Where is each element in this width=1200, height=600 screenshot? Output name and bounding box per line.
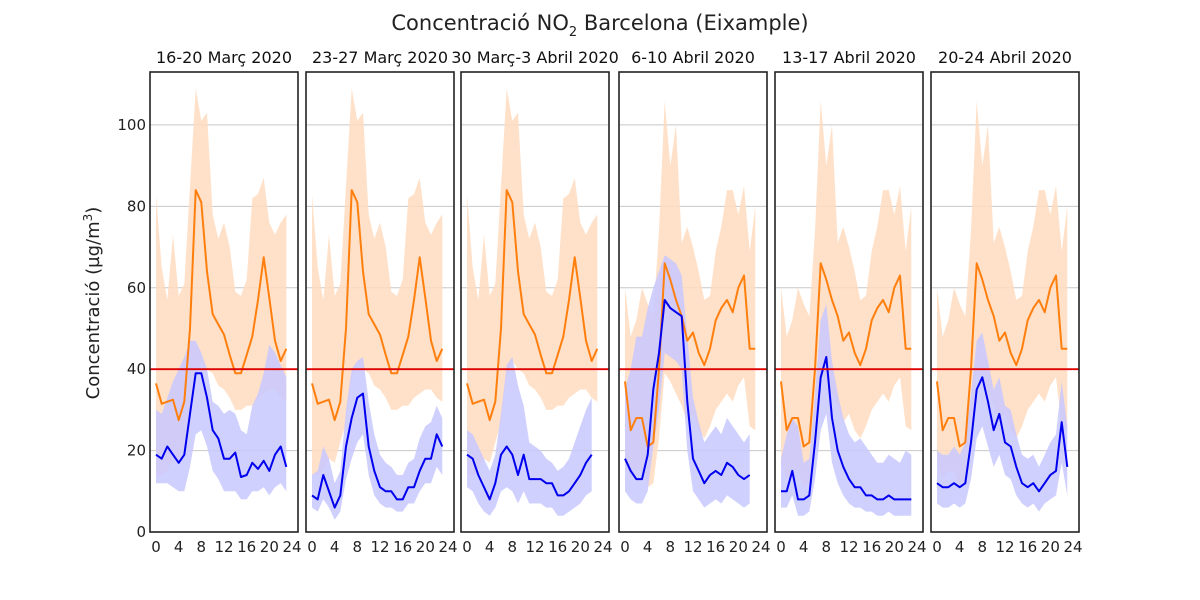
x-tick-label: 8: [666, 538, 676, 556]
reference-series-line: [624, 262, 756, 448]
current-range-band: [937, 332, 1068, 512]
x-tick-label: 0: [620, 538, 630, 556]
current-range-band: [625, 255, 750, 508]
x-tick-label: 20: [571, 538, 590, 556]
reference-series-line: [311, 189, 444, 422]
panel-plot-area: [775, 100, 923, 516]
x-tick-label: 12: [995, 538, 1014, 556]
x-tick-label: 8: [353, 538, 363, 556]
y-tick-label: 40: [127, 360, 146, 378]
y-tick-label: 100: [117, 116, 146, 134]
x-tick-label: 8: [508, 538, 518, 556]
panel-title: 20-24 Abril 2020: [938, 48, 1072, 67]
panel-6: 20-24 Abril 2020 0 4 8 12 16 20 24: [930, 48, 1083, 556]
x-tick-label: 16: [706, 538, 725, 556]
panel-1: 16-20 Març 2020 0 4 8 12 16 20 24: [149, 48, 302, 556]
y-tick-label: 80: [127, 197, 146, 215]
x-tick-label: 0: [932, 538, 942, 556]
x-tick-label: 0: [151, 538, 161, 556]
panel-frame: [460, 71, 610, 533]
panel-frame: [149, 71, 299, 533]
panel-2: 23-27 Març 2020 0 4 8 12 16 20 24: [305, 48, 458, 556]
x-tick-label: 20: [885, 538, 904, 556]
x-tick-label: 24: [438, 538, 457, 556]
panel-plot-area: [931, 100, 1079, 512]
x-tick-label: 16: [862, 538, 881, 556]
panel-plot-area: [306, 88, 454, 520]
x-tick-label: 12: [525, 538, 544, 556]
panel-3: 30 Març-3 Abril 2020 0 4 8 12 16 20 24: [451, 48, 619, 556]
x-tick-label: 4: [330, 538, 340, 556]
current-series-line: [466, 445, 593, 501]
panel-title: 6-10 Abril 2020: [631, 48, 755, 67]
x-tick-label: 20: [260, 538, 279, 556]
reference-series-line: [936, 262, 1068, 448]
current-series-line: [936, 376, 1069, 493]
x-tick-label: 4: [955, 538, 965, 556]
panel-title: 16-20 Març 2020: [156, 48, 292, 67]
chart-title: Concentració NO2 Barcelona (Eixample): [391, 11, 808, 40]
y-tick-label: 60: [127, 279, 146, 297]
x-tick-label: 16: [548, 538, 567, 556]
x-tick-label: 12: [214, 538, 233, 556]
x-tick-label: 4: [643, 538, 653, 556]
x-tick-label: 8: [197, 538, 207, 556]
x-tick-label: 20: [416, 538, 435, 556]
x-tick-label: 24: [1063, 538, 1082, 556]
current-series-line: [155, 372, 288, 478]
panel-plot-area: [150, 88, 298, 500]
panel-4: 6-10 Abril 2020 0 4 8 12 16 20 24: [618, 48, 771, 556]
panel-title: 30 Març-3 Abril 2020: [451, 48, 619, 67]
x-tick-label: 4: [485, 538, 495, 556]
current-series-line: [311, 392, 444, 509]
x-tick-label: 20: [1041, 538, 1060, 556]
x-tick-label: 0: [307, 538, 317, 556]
current-range-band: [467, 357, 592, 516]
x-tick-label: 0: [462, 538, 472, 556]
reference-range-band: [312, 88, 443, 476]
x-tick-label: 8: [822, 538, 832, 556]
x-tick-label: 24: [907, 538, 926, 556]
x-tick-label: 12: [839, 538, 858, 556]
x-tick-label: 4: [174, 538, 184, 556]
y-tick-label: 20: [127, 442, 146, 460]
panel-frame: [930, 71, 1080, 533]
panel-plot-area: [461, 88, 609, 516]
x-tick-label: 16: [237, 538, 256, 556]
x-tick-label: 24: [751, 538, 770, 556]
panel-title: 23-27 Març 2020: [312, 48, 448, 67]
panel-frame: [774, 71, 924, 533]
y-axis-label: Concentració (µg/m3): [81, 207, 104, 400]
panel-5: 13-17 Abril 2020 0 4 8 12 16 20 24: [774, 48, 927, 556]
x-tick-label: 12: [683, 538, 702, 556]
x-tick-label: 4: [799, 538, 809, 556]
reference-range-band: [467, 88, 598, 476]
panel-frame: [305, 71, 455, 533]
current-series-line: [624, 299, 751, 485]
x-tick-label: 20: [729, 538, 748, 556]
y-tick-label: 0: [136, 523, 146, 541]
current-series-line: [781, 356, 912, 501]
x-tick-label: 16: [393, 538, 412, 556]
x-tick-label: 12: [370, 538, 389, 556]
reference-series-line: [466, 189, 599, 422]
x-tick-label: 16: [1018, 538, 1037, 556]
panel-frame: [618, 71, 768, 533]
x-tick-label: 0: [776, 538, 786, 556]
panel-plot-area: [619, 100, 767, 508]
x-tick-label: 24: [282, 538, 301, 556]
panel-title: 13-17 Abril 2020: [782, 48, 916, 67]
x-tick-label: 24: [593, 538, 612, 556]
reference-series-line: [155, 189, 288, 422]
reference-series-line: [780, 262, 912, 448]
current-range-band: [156, 340, 287, 500]
current-range-band: [312, 357, 443, 520]
x-tick-label: 8: [978, 538, 988, 556]
